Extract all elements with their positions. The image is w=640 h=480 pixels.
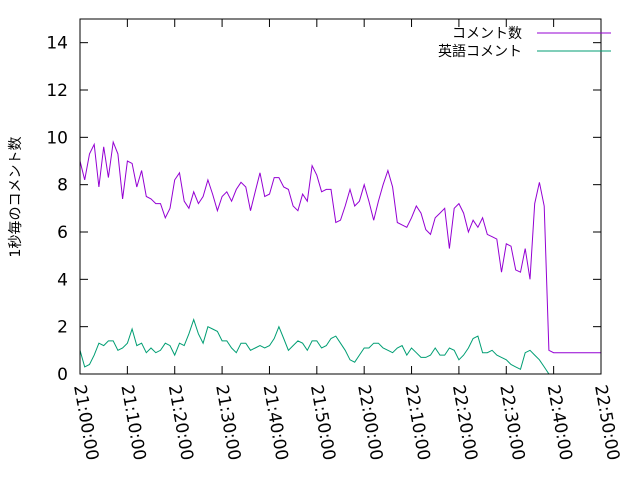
y-tick-label: 10 [46,128,68,148]
y-axis-ticks: 0 2 4 6 8 10 12 14 [46,34,601,385]
series-line-comments [79,140,601,354]
x-tick-label: 21:20:00 [164,383,197,462]
x-tick-label: 21:10:00 [116,383,149,462]
x-tick-label: 22:50:00 [590,383,623,462]
series-line-english-comments [79,318,554,375]
y-axis-label: 1秒毎のコメント数 [8,137,24,258]
y-tick-label: 0 [57,365,68,385]
legend: コメント数 英語コメント [438,26,611,60]
x-tick-label: 21:00:00 [69,383,102,462]
x-tick-label: 21:40:00 [259,383,292,462]
legend-label-comments: コメント数 [452,26,522,42]
plot-series [79,140,601,375]
x-tick-label: 21:30:00 [211,383,244,462]
x-tick-label: 22:40:00 [543,383,576,462]
x-tick-label: 22:00:00 [353,383,386,462]
x-tick-label: 22:10:00 [401,383,434,462]
plot-frame [79,18,602,375]
y-tick-label: 14 [46,34,68,54]
x-tick-label: 21:50:00 [306,383,339,462]
y-tick-label: 6 [57,223,68,243]
y-tick-label: 2 [57,318,68,338]
x-tick-label: 22:20:00 [448,383,481,462]
legend-label-english-comments: 英語コメント [438,43,522,60]
y-tick-label: 12 [46,81,68,101]
x-axis-ticks: 21:00:00 21:10:00 21:20:00 21:30:00 21:40:00… [69,19,623,462]
y-tick-label: 8 [57,176,68,196]
x-tick-label: 22:30:00 [495,383,528,462]
y-tick-label: 4 [57,270,68,290]
